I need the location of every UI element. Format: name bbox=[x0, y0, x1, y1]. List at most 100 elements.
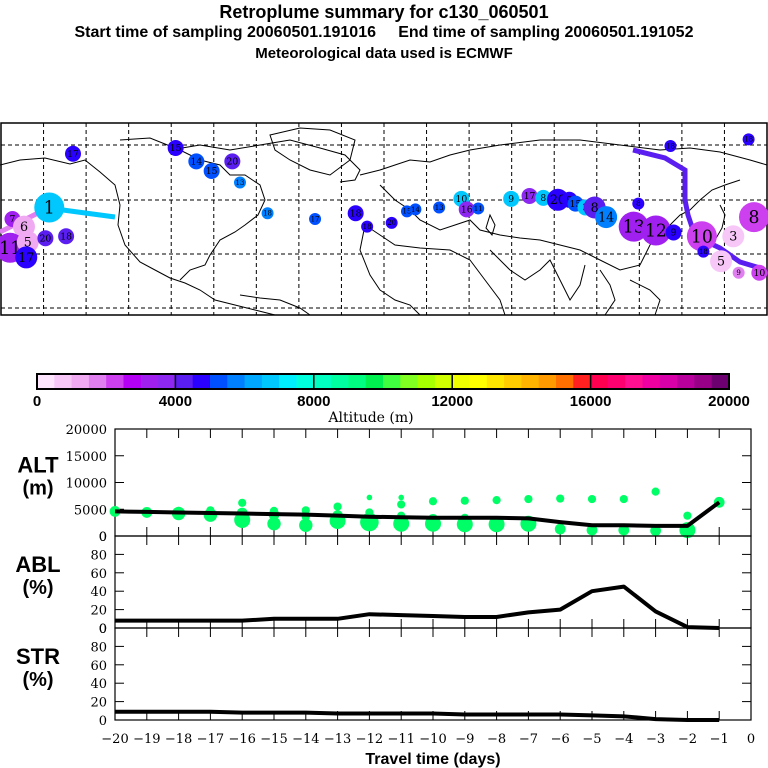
altitude-cluster-point bbox=[333, 502, 342, 511]
colorbar-segment bbox=[400, 374, 419, 389]
colorbar-segment bbox=[210, 374, 228, 389]
x-tick-label: −15 bbox=[260, 732, 287, 747]
trajectory-point-label: 17 bbox=[18, 250, 34, 265]
trajectory-point-label: 11 bbox=[474, 205, 483, 213]
trajectory-point-marker bbox=[618, 211, 649, 242]
trajectory-point-label: 12 bbox=[645, 222, 667, 242]
trajectory-point-label: 13 bbox=[623, 218, 645, 238]
trajectory-point-marker bbox=[595, 206, 618, 229]
altitude-cluster-point bbox=[299, 518, 313, 532]
trajectory-point-label: 18 bbox=[744, 136, 753, 144]
coastline bbox=[359, 139, 768, 176]
colorbar-segment bbox=[244, 374, 263, 389]
trajectory-point-label: 17 bbox=[311, 215, 320, 223]
trajectory-point: 9 bbox=[503, 190, 520, 207]
colorbar-segment bbox=[538, 374, 557, 389]
y-tick-label: 80 bbox=[90, 548, 107, 563]
colorbar-segment bbox=[296, 374, 315, 389]
trajectory-point-marker bbox=[521, 187, 538, 204]
trajectory-point-marker bbox=[34, 192, 65, 223]
trajectory-point-marker bbox=[15, 246, 38, 269]
colorbar-segment bbox=[573, 374, 592, 389]
trajectory-point: 18 bbox=[347, 205, 364, 222]
trajectory-point: 18 bbox=[697, 245, 710, 258]
trajectory-point-label: 20 bbox=[550, 192, 566, 207]
coastline bbox=[599, 269, 616, 316]
colorbar-segment bbox=[607, 374, 626, 389]
colorbar-segment bbox=[452, 374, 470, 389]
trajectory-point-label: 18 bbox=[666, 142, 675, 150]
y-axis-label: ALT bbox=[17, 453, 59, 478]
trajectory-point-label: 8 bbox=[591, 200, 599, 215]
trajectory-point-marker bbox=[664, 140, 677, 153]
trajectory-point-label: 15 bbox=[403, 208, 412, 216]
trajectory-point-marker bbox=[188, 153, 205, 170]
colorbar-tick-label: 12000 bbox=[431, 393, 473, 410]
coastlines bbox=[0, 127, 768, 316]
y-axis-label: (m) bbox=[22, 478, 53, 500]
y-tick-label: 5000 bbox=[74, 503, 107, 518]
trajectory-point: 20 bbox=[224, 153, 241, 170]
x-tick-label: −11 bbox=[387, 732, 414, 747]
trajectory-point: 13 bbox=[233, 176, 246, 189]
colorbar-segment bbox=[486, 374, 505, 389]
altitude-cluster-point bbox=[428, 497, 438, 506]
y-tick-label: 60 bbox=[90, 659, 107, 674]
trajectory-point: 1 bbox=[34, 192, 65, 223]
trajectory-point: 3 bbox=[722, 225, 745, 248]
trajectory-point-label: 20 bbox=[387, 219, 396, 227]
trajectory-point-marker bbox=[409, 203, 422, 216]
trajectory-point-marker bbox=[742, 133, 755, 146]
met-data-line: Meteorological data used is ECMWF bbox=[255, 45, 513, 62]
trajectory-point: 17 bbox=[15, 246, 38, 269]
colorbar-segment bbox=[331, 374, 349, 389]
trajectory-point-label: 16 bbox=[461, 205, 473, 216]
colorbar-segment bbox=[279, 374, 297, 389]
colorbar-tick-label: 16000 bbox=[570, 393, 612, 410]
x-axis-label: Travel time (days) bbox=[365, 751, 500, 768]
colorbar-segment bbox=[504, 374, 522, 389]
trajectory-point-label: 10 bbox=[753, 268, 765, 279]
trajectory-point-marker bbox=[361, 220, 374, 233]
colorbar-segment bbox=[625, 374, 643, 389]
altitude-cluster-point bbox=[366, 494, 373, 501]
trajectory-point-marker bbox=[503, 190, 520, 207]
x-tick-label: −2 bbox=[678, 732, 697, 747]
altitude-cluster-point bbox=[393, 515, 410, 532]
x-tick-label: −8 bbox=[487, 732, 506, 747]
y-tick-label: 0 bbox=[99, 714, 107, 729]
x-tick-label: −3 bbox=[646, 732, 665, 747]
coastline bbox=[359, 224, 421, 316]
colorbar-segment bbox=[694, 374, 713, 389]
y-tick-label: 20000 bbox=[66, 423, 107, 438]
x-tick-label: −12 bbox=[356, 732, 383, 747]
trajectory-point-marker bbox=[309, 213, 322, 225]
time-series-panels: 05000100001500020000ALT(m)0204060800ABL(… bbox=[15, 423, 755, 747]
panel-abl: 0 20 40 60 80 0 ABL(%) bbox=[15, 530, 752, 637]
x-tick-label: −18 bbox=[165, 732, 192, 747]
x-tick-label: −7 bbox=[519, 732, 538, 747]
trajectory-point: 17 bbox=[65, 145, 82, 162]
trajectory-point-marker bbox=[665, 224, 682, 241]
altitude-cluster-point bbox=[301, 506, 310, 515]
trajectory-point-label: 18 bbox=[263, 210, 272, 218]
colorbar-segment bbox=[417, 374, 436, 389]
trajectory-point: 14 bbox=[188, 153, 205, 170]
altitude-cluster-point bbox=[397, 500, 406, 509]
trajectory-point-label: 8 bbox=[540, 193, 546, 204]
x-tick-label: −20 bbox=[101, 732, 128, 747]
trajectory-point: 17 bbox=[309, 213, 322, 225]
series-line-str bbox=[115, 709, 720, 722]
trajectory-point-label: 5 bbox=[717, 254, 725, 269]
x-tick-label: −10 bbox=[419, 732, 446, 747]
altitude-cluster-point bbox=[650, 525, 661, 537]
trajectory-point-label: 17 bbox=[524, 191, 536, 202]
trajectory-point-marker bbox=[37, 230, 54, 247]
trajectory-point-label: 11 bbox=[0, 239, 21, 259]
altitude-cluster-point bbox=[398, 494, 405, 501]
trajectory-point: 18 bbox=[664, 140, 677, 153]
trajectory-point-label: 14 bbox=[598, 209, 614, 224]
y-tick-label: 15000 bbox=[66, 450, 107, 465]
